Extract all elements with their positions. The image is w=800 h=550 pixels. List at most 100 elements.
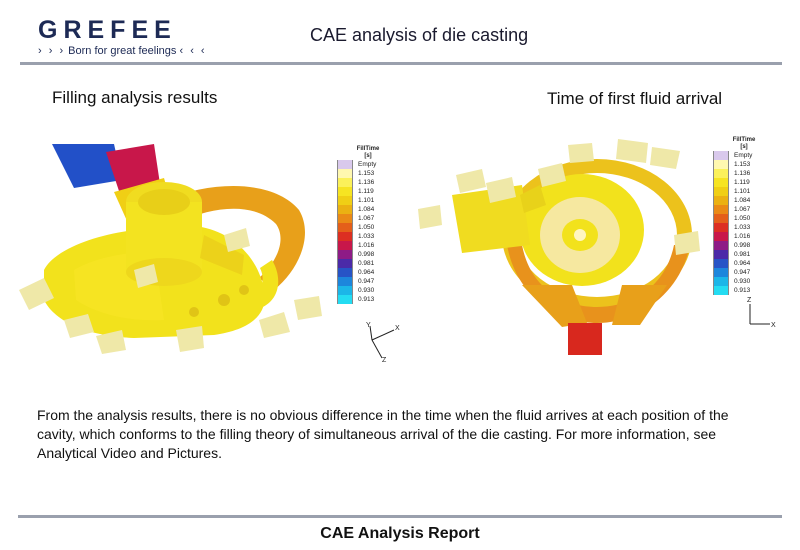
legend-row-empty: Empty	[337, 160, 399, 169]
legend-value: 0.947	[358, 278, 375, 285]
legend-swatch	[337, 286, 353, 295]
legend-swatch	[337, 205, 353, 214]
legend-row: 0.930	[713, 277, 775, 286]
legend-unit: [s]	[740, 144, 748, 150]
legend-swatch	[713, 205, 729, 214]
legend-value: 0.998	[358, 251, 375, 258]
legend-row: 0.998	[337, 250, 399, 259]
legend-value: 0.930	[734, 278, 751, 285]
filling-analysis-image	[19, 144, 322, 354]
company-logo: GREFEE › › › Born for great feelings ‹ ‹…	[38, 16, 207, 58]
logo-tagline-text: Born for great feelings	[68, 45, 177, 57]
legend-value: 1.067	[358, 215, 375, 222]
legend-row: 0.947	[713, 268, 775, 277]
legend-value: 1.136	[734, 170, 751, 177]
analysis-description: From the analysis results, there is no o…	[37, 407, 729, 461]
legend-value: 1.067	[734, 206, 751, 213]
axis-z-label: Z	[747, 297, 752, 304]
legend-value: 0.964	[358, 269, 375, 276]
legend-value: 0.947	[734, 269, 751, 276]
right-fill-time-legend: FillTime [s] Empty 1.153 1.136 1.119 1.1…	[713, 137, 775, 295]
left-axis-triad: Y X Z	[366, 322, 400, 364]
legend-row: 1.119	[713, 178, 775, 187]
legend-row: 1.067	[713, 205, 775, 214]
legend-swatch	[713, 223, 729, 232]
legend-row: 1.033	[337, 232, 399, 241]
legend-value: 1.033	[358, 233, 375, 240]
page-title: CAE analysis of die casting	[310, 25, 529, 45]
logo-wordmark: GREFEE	[38, 16, 177, 44]
legend-value: 1.050	[734, 215, 751, 222]
legend-swatch	[337, 268, 353, 277]
legend-row: 0.998	[713, 241, 775, 250]
legend-row: 0.981	[337, 259, 399, 268]
axis-x-label: X	[395, 325, 400, 332]
legend-swatch	[713, 187, 729, 196]
legend-row: 1.050	[713, 214, 775, 223]
legend-swatch	[337, 169, 353, 178]
chevron-left-icon: ‹ ‹ ‹	[179, 45, 207, 57]
legend-value: 0.930	[358, 287, 375, 294]
legend-swatch	[713, 250, 729, 259]
legend-row: 1.153	[337, 169, 399, 178]
legend-swatch	[713, 259, 729, 268]
legend-swatch	[337, 259, 353, 268]
legend-label-empty: Empty	[358, 161, 377, 168]
right-section-title: Time of first fluid arrival	[547, 89, 723, 108]
legend-row: 0.913	[337, 295, 399, 304]
legend-swatch	[337, 277, 353, 286]
legend-value: 0.998	[734, 242, 751, 249]
legend-value: 0.913	[358, 296, 375, 303]
legend-value: 0.964	[734, 260, 751, 267]
legend-swatch	[337, 250, 353, 259]
first-fluid-arrival-image	[418, 139, 700, 355]
left-fill-time-legend: FillTime [s] Empty 1.153 1.136 1.119 1.1…	[337, 146, 399, 304]
axis-x-label: X	[771, 322, 776, 329]
chevron-right-icon: › › ›	[38, 45, 66, 57]
legend-value: 1.136	[358, 179, 375, 186]
legend-row: 1.101	[713, 187, 775, 196]
legend-value: 1.119	[734, 179, 750, 186]
legend-swatch	[337, 187, 353, 196]
legend-swatch	[713, 196, 729, 205]
logo-tagline: › › › Born for great feelings ‹ ‹ ‹	[38, 45, 207, 57]
legend-row: 0.964	[713, 259, 775, 268]
legend-row: 1.153	[713, 160, 775, 169]
bottom-divider	[18, 515, 782, 518]
legend-swatch	[713, 268, 729, 277]
legend-row: 0.930	[337, 286, 399, 295]
legend-title: FillTime	[356, 146, 380, 152]
legend-value: 1.153	[734, 161, 751, 168]
legend-row: 1.050	[337, 223, 399, 232]
legend-row: 1.067	[337, 214, 399, 223]
legend-row: 1.016	[337, 241, 399, 250]
footer-title: CAE Analysis Report	[320, 525, 480, 542]
legend-swatch-empty	[713, 151, 729, 160]
legend-swatch	[713, 160, 729, 169]
legend-row: 0.947	[337, 277, 399, 286]
legend-row: 1.084	[713, 196, 775, 205]
top-divider	[20, 62, 782, 65]
legend-swatch-empty	[337, 160, 353, 169]
legend-swatch	[713, 241, 729, 250]
legend-value: 1.050	[358, 224, 375, 231]
legend-swatch	[713, 214, 729, 223]
legend-value: 0.913	[734, 287, 751, 294]
legend-row: 1.136	[713, 169, 775, 178]
legend-row: 1.101	[337, 196, 399, 205]
legend-swatch	[337, 232, 353, 241]
legend-row: 0.964	[337, 268, 399, 277]
axis-y-label: Y	[366, 322, 371, 329]
legend-value: 1.101	[358, 197, 375, 204]
legend-swatch	[337, 241, 353, 250]
legend-unit: [s]	[364, 153, 372, 159]
legend-value: 1.101	[734, 188, 751, 195]
legend-swatch	[337, 196, 353, 205]
legend-value: 1.084	[734, 197, 751, 204]
legend-swatch	[337, 214, 353, 223]
legend-value: 1.016	[358, 242, 375, 249]
legend-value: 1.119	[358, 188, 374, 195]
legend-value: 1.084	[358, 206, 375, 213]
legend-swatch	[337, 223, 353, 232]
legend-row: 1.033	[713, 223, 775, 232]
